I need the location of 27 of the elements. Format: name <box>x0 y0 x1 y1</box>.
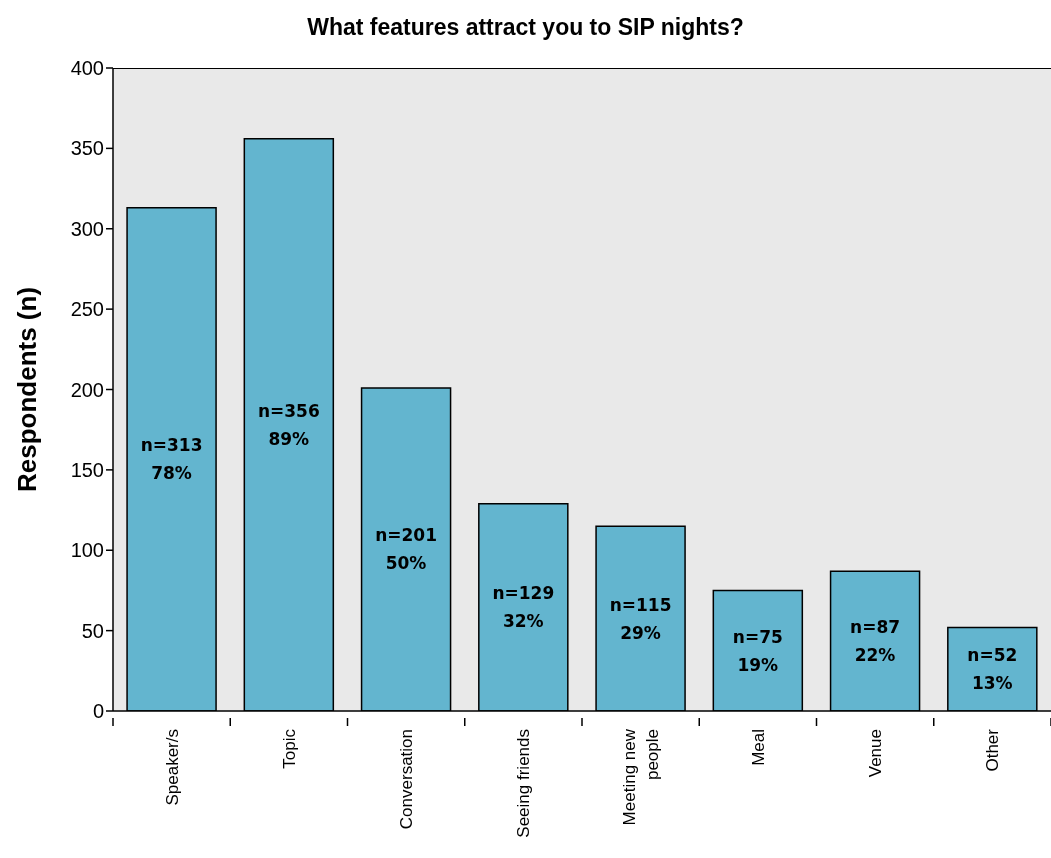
data-label: n=52 13% <box>967 645 1018 694</box>
y-axis-title: Respondents (n) <box>12 286 42 493</box>
y-tick-label: 50 <box>81 619 104 642</box>
data-label: n=115 29% <box>609 594 672 643</box>
y-tick-label: 350 <box>70 137 104 160</box>
y-tick-label: 150 <box>70 458 104 481</box>
x-tick-label: Speaker/s <box>162 729 182 806</box>
y-tick-label: 400 <box>70 57 104 80</box>
data-label: n=129 32% <box>492 583 555 632</box>
y-tick-label: 200 <box>70 378 104 401</box>
data-label: n=356 89% <box>257 400 320 449</box>
x-tick-label: Meal <box>748 729 768 766</box>
x-tick-label: Topic <box>279 728 299 769</box>
y-tick-label: 250 <box>70 298 104 321</box>
data-label: n=87 22% <box>850 617 901 666</box>
x-tick-label: Venue <box>866 729 886 778</box>
x-tick-label: Conversation <box>397 729 417 830</box>
y-tick-label: 100 <box>70 539 104 562</box>
data-label: n=201 50% <box>375 525 437 574</box>
x-tick-label: Seeing friends <box>514 729 534 838</box>
x-tick-label: Other <box>983 728 1003 772</box>
chart-title: What features attract you to SIP nights? <box>306 13 745 42</box>
data-label: n=313 78% <box>140 435 203 484</box>
data-label: n=75 19% <box>732 626 783 675</box>
x-tick-label: Meeting new people <box>620 728 663 826</box>
y-tick-label: 0 <box>92 700 104 723</box>
y-tick-label: 300 <box>70 217 104 240</box>
